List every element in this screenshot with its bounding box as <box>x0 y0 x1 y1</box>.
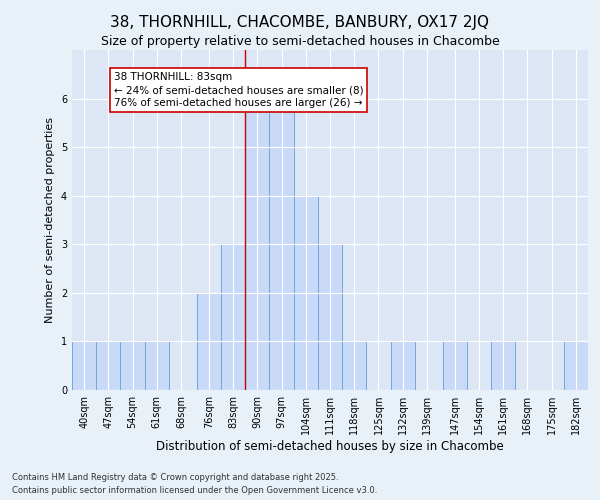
Bar <box>72 342 96 390</box>
Text: 38 THORNHILL: 83sqm
← 24% of semi-detached houses are smaller (8)
76% of semi-de: 38 THORNHILL: 83sqm ← 24% of semi-detach… <box>113 72 363 108</box>
Bar <box>269 98 293 390</box>
Bar <box>342 342 367 390</box>
Bar <box>491 342 515 390</box>
Bar <box>145 342 169 390</box>
Bar <box>443 342 467 390</box>
Bar <box>293 196 318 390</box>
Bar <box>221 244 245 390</box>
Text: 38, THORNHILL, CHACOMBE, BANBURY, OX17 2JQ: 38, THORNHILL, CHACOMBE, BANBURY, OX17 2… <box>110 15 490 30</box>
Bar <box>564 342 588 390</box>
Text: Contains HM Land Registry data © Crown copyright and database right 2025.
Contai: Contains HM Land Registry data © Crown c… <box>12 474 377 495</box>
Text: Size of property relative to semi-detached houses in Chacombe: Size of property relative to semi-detach… <box>101 35 499 48</box>
X-axis label: Distribution of semi-detached houses by size in Chacombe: Distribution of semi-detached houses by … <box>156 440 504 453</box>
Y-axis label: Number of semi-detached properties: Number of semi-detached properties <box>46 117 55 323</box>
Bar <box>245 98 269 390</box>
Bar <box>391 342 415 390</box>
Bar <box>197 293 221 390</box>
Bar <box>96 342 121 390</box>
Bar <box>318 244 342 390</box>
Bar <box>121 342 145 390</box>
